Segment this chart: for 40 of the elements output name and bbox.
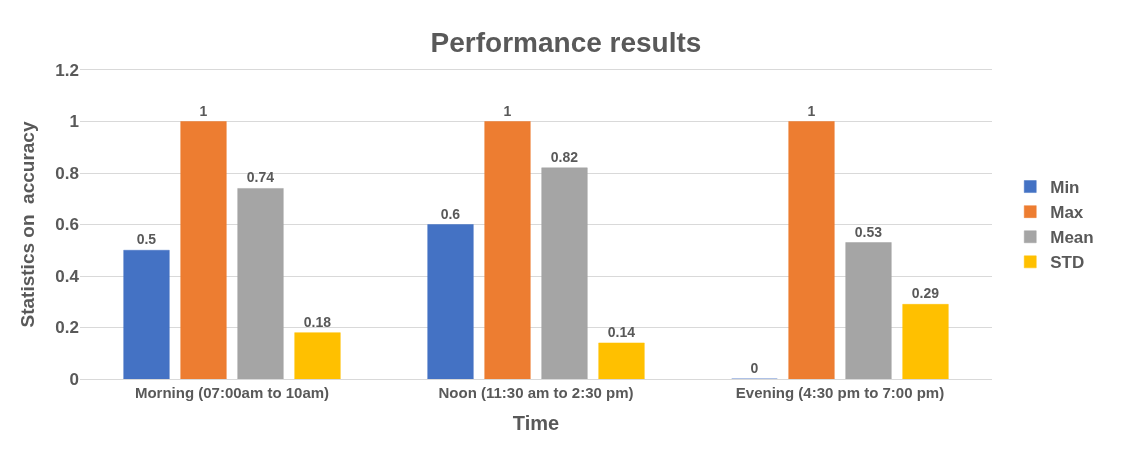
bar <box>180 121 227 379</box>
x-axis-title: Time <box>512 411 560 434</box>
y-tick-label: 0.4 <box>55 266 80 286</box>
x-tick-label: Evening (4:30 pm to 7:00 pm) <box>735 384 945 401</box>
bar <box>294 332 341 379</box>
bar <box>845 242 892 379</box>
y-tick-label: 0.8 <box>55 163 79 183</box>
data-label: 0.74 <box>246 169 275 186</box>
y-axis-title: Statistics on accuracy <box>17 121 39 328</box>
y-tick-label: 1 <box>69 112 79 132</box>
chart-title: Performance results <box>430 26 702 58</box>
data-label: 0 <box>750 360 759 376</box>
data-label: 0.29 <box>911 285 940 302</box>
data-label: 0.82 <box>550 148 579 165</box>
y-tick-label: 0 <box>69 369 79 389</box>
bar <box>237 188 284 379</box>
legend-label: Mean <box>1050 228 1094 248</box>
y-tick-label: 1.2 <box>55 60 79 80</box>
data-label: 0.5 <box>136 231 157 248</box>
data-label: 0.53 <box>854 223 883 240</box>
data-label: 1 <box>503 102 512 119</box>
bar <box>788 121 835 379</box>
data-label: 1 <box>807 102 816 119</box>
data-label: 0.18 <box>303 313 332 330</box>
legend-label: STD <box>1050 253 1085 273</box>
y-tick-label: 0.6 <box>55 215 79 235</box>
bar <box>902 304 949 379</box>
y-tick-label: 0.2 <box>55 318 79 338</box>
bar <box>598 342 645 379</box>
bar <box>123 250 170 379</box>
bar <box>484 121 531 379</box>
legend-label: Min <box>1050 178 1080 198</box>
x-tick-label: Morning (07:00am to 10am) <box>134 384 330 401</box>
data-label: 0.6 <box>440 205 461 222</box>
x-tick-label: Noon (11:30 am to 2:30 pm) <box>438 384 634 401</box>
data-label: 1 <box>199 102 208 119</box>
data-label: 0.14 <box>607 323 636 340</box>
legend-label: Max <box>1050 203 1084 223</box>
bar <box>427 224 474 379</box>
bar <box>541 167 588 379</box>
